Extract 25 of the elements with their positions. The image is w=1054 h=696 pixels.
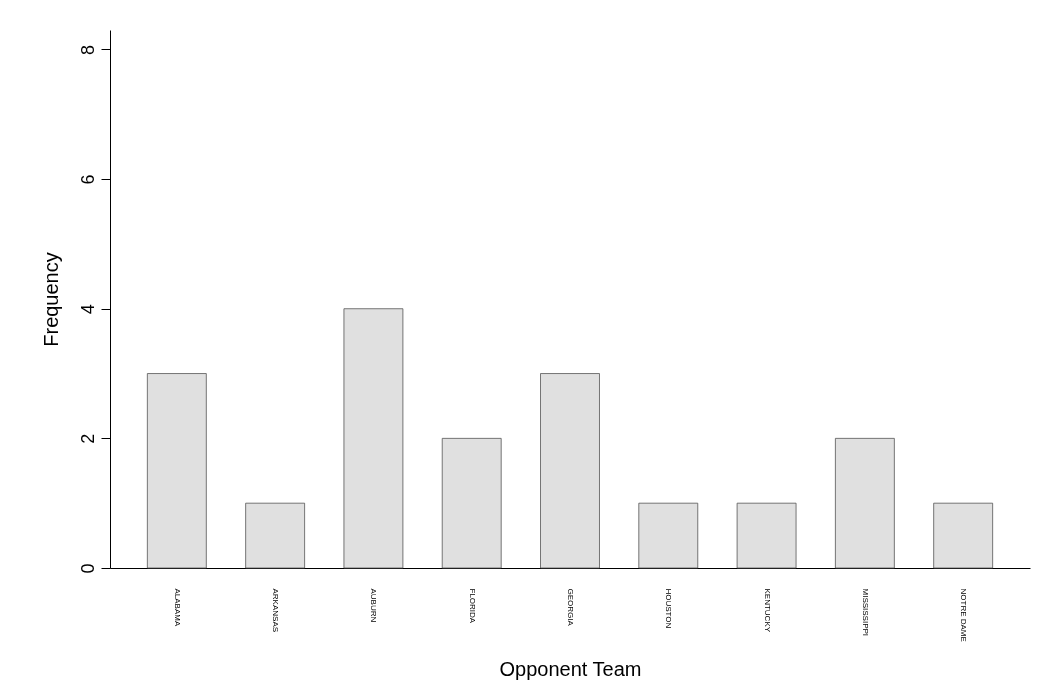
bar [933,502,994,569]
y-tick-label: 6 [77,174,98,185]
x-tick-label: MISSISSIPPI [860,588,870,637]
y-axis-title: Frequency [39,252,62,347]
y-tick-label: 8 [77,44,98,55]
bar [441,437,502,569]
x-axis-title: Opponent Team [499,657,642,680]
y-tick-label: 2 [77,433,98,444]
bar [343,308,404,569]
bar [245,502,306,569]
bar [146,373,207,569]
x-tick-label: ALABAMA [172,588,182,627]
bar [736,502,797,569]
x-tick-label: HOUSTON [664,588,674,629]
x-tick-label: ARKANSAS [271,588,281,633]
y-tick-label: 0 [77,563,98,574]
x-tick-label: KENTUCKY [762,588,772,633]
x-tick-label: NOTRE DAME [959,588,969,642]
bar [638,502,699,569]
x-tick-label: FLORIDA [467,588,477,624]
bar [540,373,600,569]
y-tick-label: 4 [77,304,98,315]
x-tick-label: GEORGIA [566,588,575,627]
x-tick-label: AUBURN [369,588,379,623]
bar [834,437,895,569]
